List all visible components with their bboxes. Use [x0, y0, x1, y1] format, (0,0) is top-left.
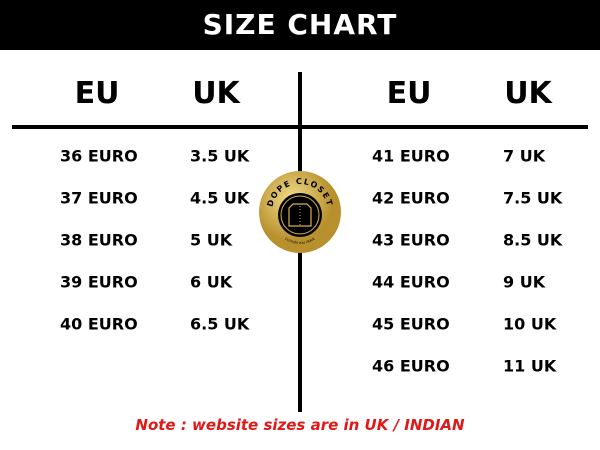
left-uk-size: 5 UK — [190, 230, 233, 250]
left-eu-size: 37 EURO — [60, 188, 138, 208]
right-eu-size: 46 EURO — [372, 356, 450, 376]
left-eu-size: 38 EURO — [60, 230, 138, 250]
right-eu-size: 43 EURO — [372, 230, 450, 250]
right-uk-size: 10 UK — [503, 314, 557, 334]
horizontal-divider — [12, 125, 588, 129]
right-eu-header: EU — [386, 76, 432, 111]
right-uk-size: 8.5 UK — [503, 230, 563, 250]
right-eu-size: 41 EURO — [372, 146, 450, 166]
size-note: Note : website sizes are in UK / INDIAN — [135, 416, 465, 434]
dope-closet-logo: DOPE CLOSET CLOTHES YOU CRAVE — [259, 171, 341, 253]
left-uk-size: 6 UK — [190, 272, 233, 292]
left-uk-size: 6.5 UK — [190, 314, 250, 334]
left-eu-size: 36 EURO — [60, 146, 138, 166]
right-eu-size: 45 EURO — [372, 314, 450, 334]
left-uk-header: UK — [192, 76, 240, 111]
right-uk-size: 7.5 UK — [503, 188, 563, 208]
right-uk-size: 9 UK — [503, 272, 546, 292]
right-eu-size: 42 EURO — [372, 188, 450, 208]
left-uk-size: 4.5 UK — [190, 188, 250, 208]
left-eu-size: 39 EURO — [60, 272, 138, 292]
right-eu-size: 44 EURO — [372, 272, 450, 292]
page-title: SIZE CHART — [0, 0, 600, 50]
left-uk-size: 3.5 UK — [190, 146, 250, 166]
right-uk-header: UK — [504, 76, 552, 111]
left-eu-header: EU — [74, 76, 120, 111]
left-eu-size: 40 EURO — [60, 314, 138, 334]
right-uk-size: 11 UK — [503, 356, 557, 376]
right-uk-size: 7 UK — [503, 146, 546, 166]
